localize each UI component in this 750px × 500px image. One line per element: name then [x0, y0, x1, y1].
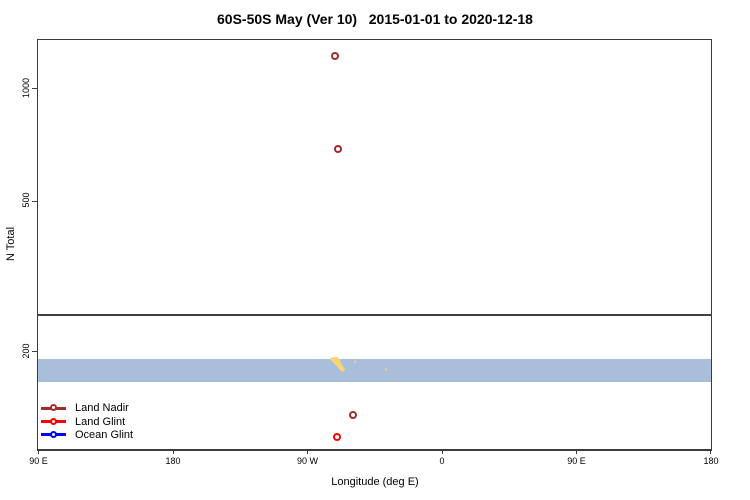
y-tick-label-500: 500 [21, 192, 31, 208]
x-axis-label: Longitude (deg E) [331, 476, 419, 488]
y-axis-label: N Total [5, 226, 17, 262]
x-tick-label-0: 0 [439, 456, 445, 466]
x-tick-mark-5 [576, 448, 578, 454]
data-point-land-glint [332, 432, 341, 441]
x-tick-label-90w: 90 W [296, 456, 319, 466]
x-tick-label-180-left: 180 [165, 456, 181, 466]
legend-label-land-glint: Land Glint [75, 415, 126, 428]
x-tick-mark-6 [709, 448, 711, 454]
reference-line [38, 314, 711, 316]
land-feature-patagonia [330, 356, 346, 373]
y-tick-label-1000: 1000 [21, 77, 31, 99]
land-feature-islands-east-of-patagonia [353, 359, 357, 364]
data-point-land-nadir [331, 51, 340, 60]
legend-label-land-nadir: Land Nadir [75, 402, 129, 415]
legend-item-land-nadir: Land Nadir [41, 402, 133, 415]
data-point-land-nadir [334, 145, 343, 154]
data-point-land-nadir [349, 410, 358, 419]
x-tick-mark-1 [38, 448, 40, 454]
y-tick-label-200: 200 [21, 343, 31, 359]
plot-area: Land Nadir Land Glint Ocean Glint [31, 38, 712, 454]
legend: Land Nadir Land Glint Ocean Glint [41, 402, 133, 442]
x-tick-label-90e-right: 90 E [567, 456, 586, 466]
x-tick-label-90e-left: 90 E [29, 456, 48, 466]
land-nadir-marker-icon [41, 404, 66, 413]
legend-item-land-glint: Land Glint [41, 415, 133, 428]
x-tick-mark-4 [441, 448, 443, 454]
latitude-band-strip [38, 356, 711, 383]
land-glint-marker-icon [41, 417, 66, 426]
x-tick-mark-2 [172, 448, 174, 454]
legend-item-ocean-glint: Ocean Glint [41, 428, 133, 441]
y-tick-mark-500 [31, 200, 37, 203]
ocean-glint-marker-icon [41, 430, 66, 439]
x-tick-label-180-right: 180 [703, 456, 719, 466]
y-tick-mark-200 [31, 350, 37, 352]
legend-label-ocean-glint: Ocean Glint [75, 428, 134, 441]
y-tick-mark-1000 [31, 87, 37, 89]
chart-title: 60S-50S May (Ver 10) 2015-01-01 to 2020-… [217, 11, 533, 27]
land-feature-south-georgia [384, 368, 388, 372]
x-tick-mark-3 [307, 448, 309, 454]
